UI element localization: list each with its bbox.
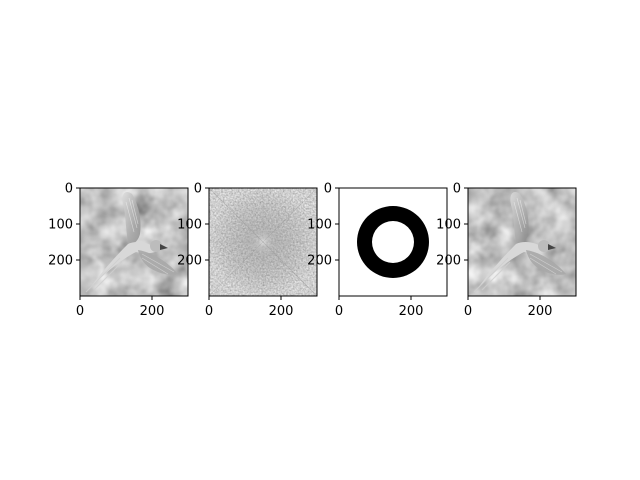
panel-original-image	[80, 188, 188, 296]
axes-frame	[338, 187, 448, 297]
panel-filtered-image	[468, 188, 576, 296]
x-tick-label: 0	[464, 304, 472, 319]
x-tick-label: 0	[335, 304, 343, 319]
axes-original-image: 0 200 0 100 200	[48, 182, 189, 319]
axes-fft-magnitude-spectrum: 0 200 0 100 200	[177, 182, 318, 319]
y-tick-label: 200	[307, 254, 332, 269]
x-tick-label: 0	[205, 304, 213, 319]
axes-filtered-image: 0 200 0 100 200	[436, 182, 577, 319]
y-tick-label: 0	[194, 182, 202, 197]
y-tick-label: 0	[453, 182, 461, 197]
axes-frame	[208, 187, 318, 297]
y-tick-label: 100	[307, 218, 332, 233]
y-tick-label: 0	[65, 182, 73, 197]
axes-frame	[467, 187, 577, 297]
x-tick-label: 200	[399, 304, 424, 319]
y-tick-label: 200	[436, 254, 461, 269]
y-tick-label: 200	[48, 254, 73, 269]
mask-hole	[372, 221, 414, 263]
y-tick-label: 100	[48, 218, 73, 233]
panel-ring-mask	[339, 188, 447, 296]
y-tick-label: 100	[436, 218, 461, 233]
x-tick-label: 200	[269, 304, 294, 319]
y-tick-label: 200	[177, 254, 202, 269]
y-tick-label: 100	[177, 218, 202, 233]
x-tick-label: 0	[76, 304, 84, 319]
axes-ring-mask: 0 200 0 100 200	[307, 182, 448, 319]
axes-frame	[79, 187, 189, 297]
panel-fft-spectrum	[208, 187, 318, 297]
x-tick-label: 200	[140, 304, 165, 319]
y-tick-label: 0	[324, 182, 332, 197]
x-tick-label: 200	[528, 304, 553, 319]
